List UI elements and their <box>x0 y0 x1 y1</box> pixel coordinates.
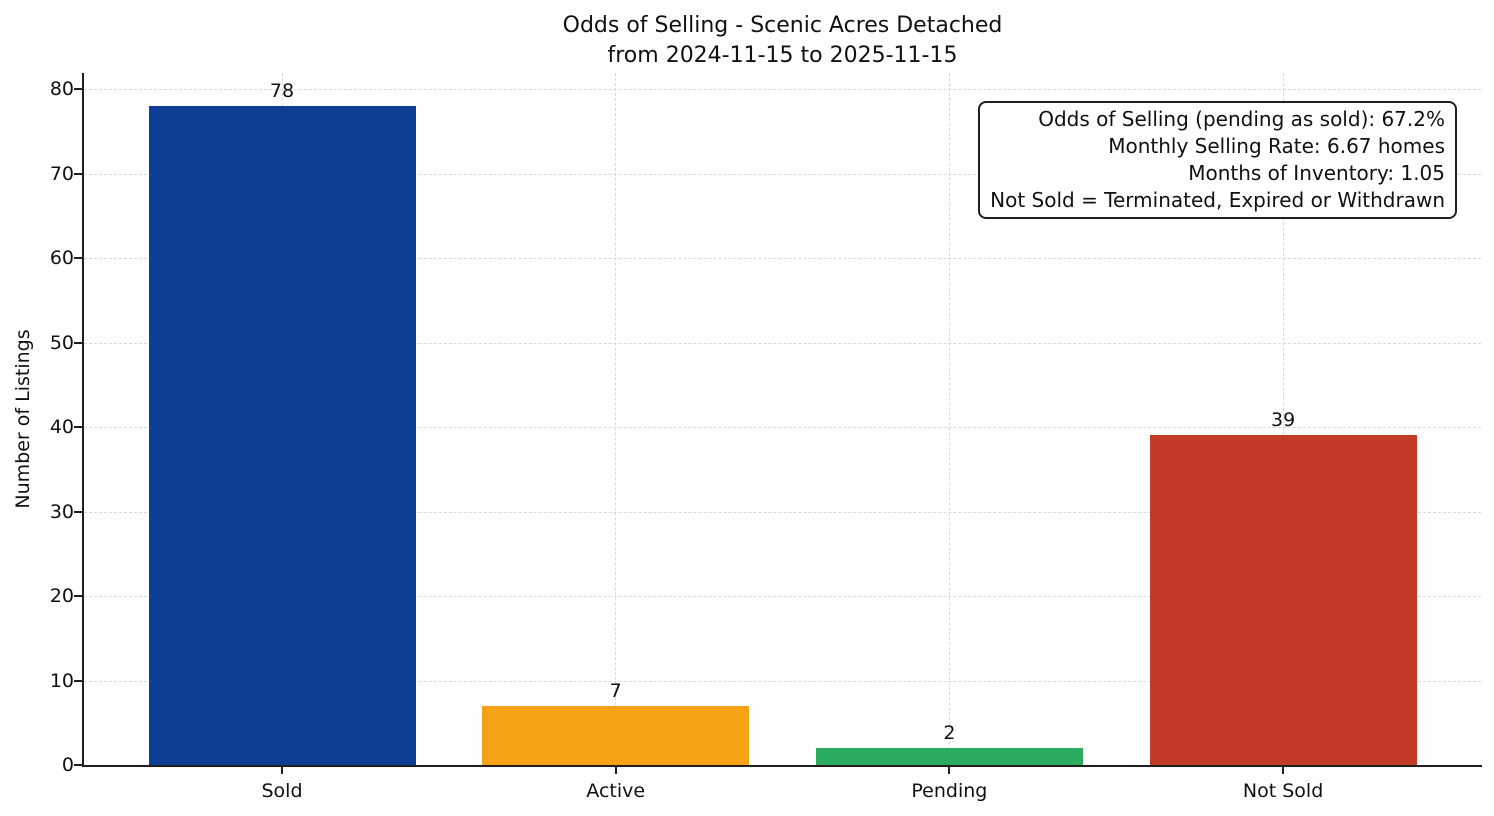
y-tick-label: 70 <box>49 162 74 185</box>
y-tick-label: 30 <box>49 500 74 523</box>
horizontal-gridline <box>84 596 1481 597</box>
y-tick-label: 50 <box>49 331 74 354</box>
chart-title: Odds of Selling - Scenic Acres Detached <box>562 13 1003 38</box>
bar-value-label-active: 7 <box>609 679 622 702</box>
vertical-gridline <box>948 73 950 765</box>
y-tick-mark <box>74 510 82 513</box>
horizontal-gridline <box>84 427 1481 428</box>
horizontal-gridline <box>84 680 1481 682</box>
y-tick-label: 0 <box>61 754 74 776</box>
x-tick-label-active: Active <box>586 780 646 802</box>
annotation-line-odds: Odds of Selling (pending as sold): 67.2% <box>1038 107 1445 131</box>
x-tick-mark <box>948 767 951 774</box>
chart-title-block: Odds of Selling - Scenic Acres Detached … <box>84 11 1481 71</box>
bar-active <box>482 705 750 765</box>
vertical-gridline <box>615 73 617 765</box>
annotation-line-rate: Monthly Selling Rate: 6.67 homes <box>1108 134 1445 158</box>
y-tick-mark <box>74 257 82 259</box>
y-axis-spine <box>82 73 84 767</box>
x-tick-label-sold: Sold <box>261 780 303 802</box>
y-tick-mark <box>74 426 82 428</box>
x-tick-mark <box>281 767 283 774</box>
annotation-line-inventory: Months of Inventory: 1.05 <box>1188 161 1445 185</box>
x-tick-mark <box>614 767 617 774</box>
y-tick-mark <box>74 595 82 597</box>
horizontal-gridline <box>84 342 1481 344</box>
annotation-line-notsold-note: Not Sold = Terminated, Expired or Withdr… <box>990 188 1445 212</box>
y-tick-label: 40 <box>49 416 74 438</box>
x-axis-spine <box>82 765 1482 767</box>
vertical-gridline <box>1282 73 1284 765</box>
horizontal-gridline <box>84 173 1481 175</box>
bar-sold <box>148 105 416 765</box>
horizontal-gridline <box>84 511 1481 513</box>
bar-pending <box>815 748 1083 765</box>
y-tick-label: 10 <box>49 669 74 692</box>
bar-value-label-sold: 78 <box>269 79 295 102</box>
x-tick-label-pending: Pending <box>911 780 988 802</box>
chart-subtitle: from 2024-11-15 to 2025-11-15 <box>607 43 958 68</box>
bar-value-label-not-sold: 39 <box>1271 409 1296 432</box>
bar-not-sold <box>1149 435 1417 765</box>
y-tick-label: 60 <box>49 247 74 269</box>
y-tick-label: 80 <box>49 78 74 100</box>
y-tick-mark <box>74 341 82 344</box>
x-tick-mark <box>1282 767 1285 774</box>
x-tick-label-not-sold: Not Sold <box>1242 780 1324 802</box>
y-tick-mark <box>74 88 82 90</box>
plot-area: 78 7 2 39 <box>84 73 1481 765</box>
y-tick-mark <box>74 679 82 682</box>
y-tick-mark <box>74 172 82 175</box>
horizontal-gridline <box>84 89 1481 90</box>
annotation-box: Odds of Selling (pending as sold): 67.2%… <box>978 101 1457 219</box>
bar-value-label-pending: 2 <box>943 722 956 745</box>
y-tick-mark <box>74 764 82 766</box>
y-tick-label: 20 <box>49 585 74 607</box>
horizontal-gridline <box>84 258 1481 259</box>
